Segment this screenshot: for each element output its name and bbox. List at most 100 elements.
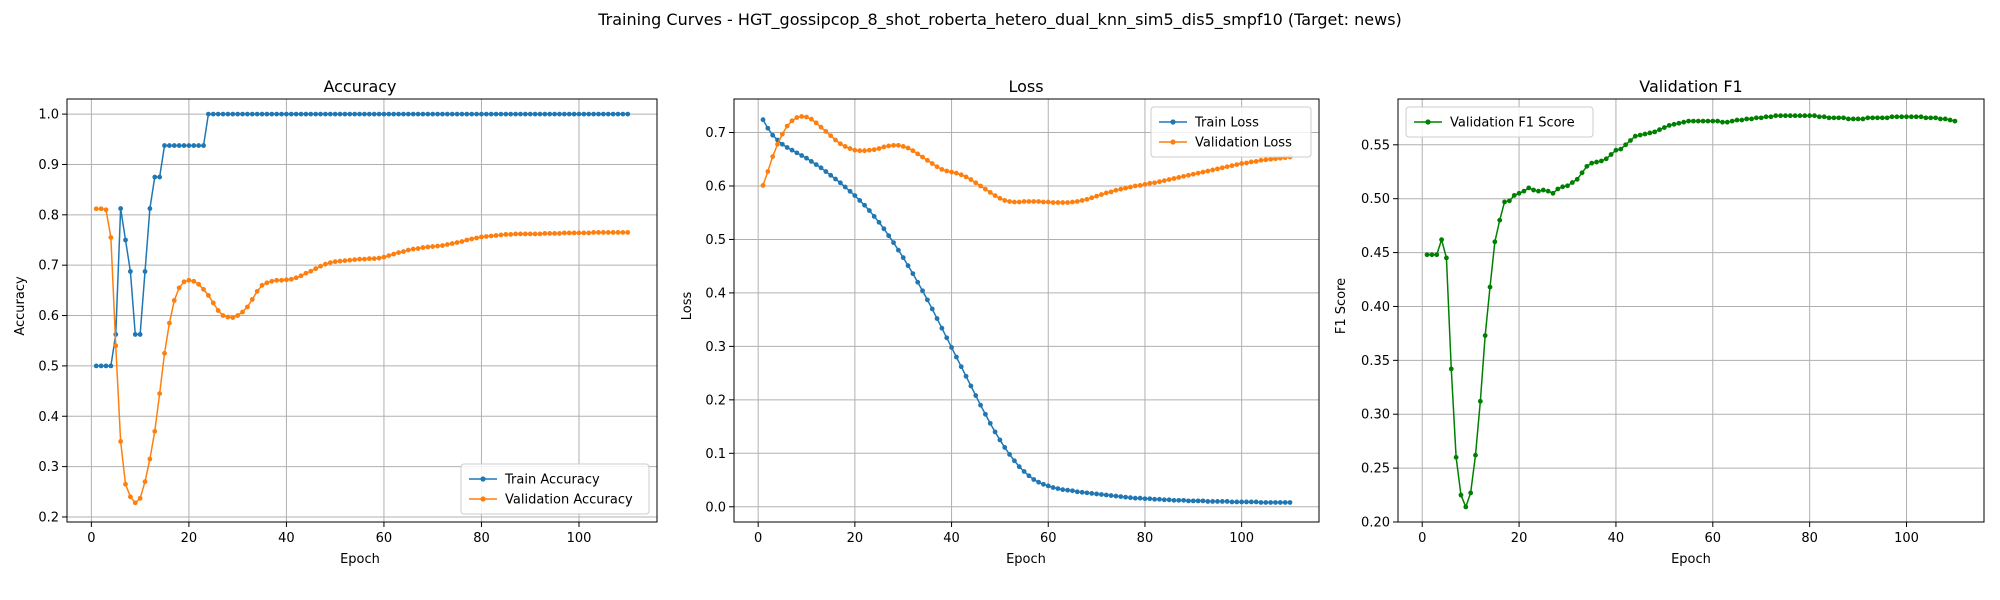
accuracy-y-tick-label: 0.8 (38, 208, 59, 223)
accuracy-data-point (259, 111, 265, 117)
loss-data-point (784, 145, 790, 150)
f1-data-point (1695, 118, 1701, 124)
f1-data-point (1691, 118, 1696, 124)
f1-data-point (1536, 188, 1541, 194)
f1-y-tick-label: 0.30 (1361, 408, 1390, 423)
accuracy-data-point (201, 286, 206, 292)
accuracy-data-point (371, 111, 377, 117)
loss-data-point (1113, 493, 1119, 499)
f1-data-point (1574, 176, 1580, 182)
loss-legend-label: Validation Loss (1195, 136, 1292, 151)
loss-data-point (1074, 199, 1080, 204)
accuracy-data-point (415, 246, 421, 251)
accuracy-data-point (557, 111, 562, 117)
f1-data-point (1521, 188, 1527, 194)
loss-data-point (760, 117, 766, 123)
loss-legend: Train Loss Validation Loss (1150, 106, 1312, 158)
accuracy-data-point (235, 111, 241, 117)
loss-data-point (1215, 166, 1220, 172)
loss-data-point (866, 208, 872, 213)
loss-data-point (1007, 199, 1012, 204)
accuracy-data-point (420, 111, 426, 117)
accuracy-data-point (410, 111, 416, 117)
f1-data-point (1487, 284, 1493, 290)
accuracy-data-point (98, 363, 104, 369)
loss-data-point (770, 132, 776, 138)
accuracy-data-point (386, 111, 392, 117)
accuracy-data-point (561, 111, 567, 117)
loss-y-tick-label: 0.2 (705, 393, 726, 408)
accuracy-data-point (401, 111, 406, 117)
f1-data-point (1831, 115, 1837, 121)
loss-data-point (1103, 492, 1109, 498)
accuracy-data-point (483, 111, 489, 117)
f1-data-point (1841, 115, 1846, 121)
accuracy-data-point (537, 111, 543, 117)
loss-data-point (1132, 495, 1138, 501)
loss-data-point (1253, 158, 1259, 164)
f1-data-point (1787, 113, 1793, 119)
loss-data-point (1248, 159, 1254, 165)
loss-data-point (1002, 198, 1008, 203)
accuracy-data-point (191, 143, 197, 148)
loss-data-point (944, 168, 950, 174)
accuracy-data-point (518, 231, 523, 237)
loss-data-point (1007, 451, 1012, 457)
loss-data-point (1263, 157, 1269, 163)
f1-data-point (1724, 119, 1730, 125)
f1-chart: Validation F1 Epoch F1 Score (1334, 77, 1743, 567)
f1-data-point (1923, 115, 1929, 121)
accuracy-data-point (186, 277, 192, 283)
accuracy-data-point (284, 277, 289, 283)
loss-data-point (1118, 186, 1124, 192)
accuracy-chart-ylabel: Accuracy (13, 276, 28, 336)
accuracy-data-point (381, 254, 387, 260)
loss-legend-marker (1170, 119, 1176, 125)
loss-data-point (857, 148, 863, 154)
f1-data-point (1879, 115, 1885, 121)
accuracy-data-point (396, 250, 401, 255)
f1-data-point (1603, 156, 1609, 162)
loss-data-point (1016, 199, 1022, 205)
accuracy-legend-marker (480, 476, 486, 482)
accuracy-data-point (376, 111, 382, 117)
loss-data-point (920, 288, 925, 294)
loss-data-point (934, 316, 940, 321)
loss-data-point (1128, 184, 1133, 190)
accuracy-data-point (610, 230, 616, 235)
accuracy-data-point (557, 231, 562, 236)
f1-data-point (1753, 115, 1759, 121)
f1-y-tick-label: 0.45 (1361, 246, 1390, 261)
f1-data-point (1778, 113, 1783, 119)
accuracy-x-tick-label: 80 (473, 531, 490, 546)
f1-chart-ylabel: F1 Score (1334, 278, 1349, 334)
accuracy-data-point (142, 479, 148, 485)
accuracy-data-point (576, 230, 582, 236)
accuracy-data-point (103, 363, 109, 369)
f1-y-tick-label: 0.40 (1361, 300, 1390, 315)
loss-x-tick-label: 60 (1040, 531, 1057, 546)
accuracy-data-point (600, 230, 606, 235)
accuracy-data-point (152, 428, 158, 434)
accuracy-data-point (552, 111, 557, 117)
f1-data-point (1734, 117, 1740, 123)
accuracy-axes-frame (66, 98, 658, 523)
loss-data-point (1186, 172, 1191, 178)
accuracy-data-point (308, 111, 314, 117)
accuracy-data-point (313, 266, 319, 272)
accuracy-data-point (332, 259, 338, 265)
accuracy-data-point (503, 111, 509, 117)
loss-data-point (1060, 487, 1066, 493)
f1-data-point (1448, 366, 1454, 372)
accuracy-data-point (376, 255, 382, 261)
accuracy-chart-xlabel: Epoch (340, 552, 380, 567)
loss-data-point (1021, 199, 1027, 204)
f1-legend-box (1405, 106, 1594, 138)
loss-data-point (871, 214, 877, 219)
loss-data-point (852, 193, 858, 199)
accuracy-x-tick-label: 100 (567, 531, 592, 546)
f1-plot-area: 0 20 40 60 80 100 0.20 0.25 0.30 0.35 0.40 0.45 0.50… (1361, 98, 1985, 546)
f1-y-tick-label: 0.25 (1361, 462, 1390, 477)
loss-data-point (900, 144, 906, 149)
